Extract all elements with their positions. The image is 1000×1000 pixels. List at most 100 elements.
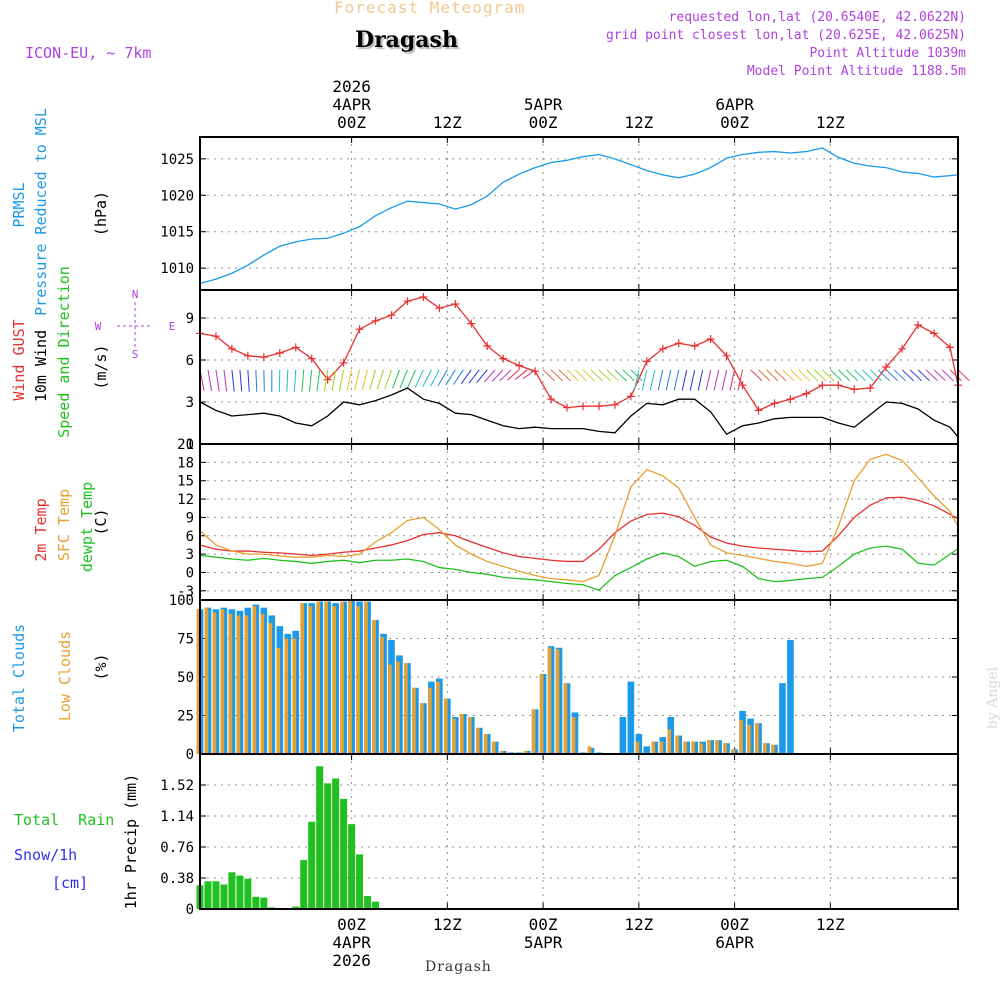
gust-marker xyxy=(770,399,779,408)
panel-temperature: -3 0 3 6 9 12 15 18 21 (C) xyxy=(92,437,959,601)
gust-marker xyxy=(419,293,428,301)
y-tick-label: 1.52 xyxy=(160,778,194,794)
wind-direction-arrow xyxy=(308,369,313,392)
panel-pressure: 1010 1015 1020 1025 (hPa) xyxy=(92,136,959,291)
gust-marker xyxy=(211,332,220,341)
low-cloud-bar xyxy=(723,743,727,754)
series-line-10m-wind xyxy=(199,387,959,438)
top-time-label: 4APR xyxy=(332,95,371,114)
precip-bar xyxy=(300,860,308,909)
wind-direction-arrow xyxy=(422,369,432,387)
gust-marker xyxy=(834,381,843,390)
gust-marker xyxy=(706,335,715,343)
gust-marker xyxy=(371,316,380,325)
wind-direction-arrow xyxy=(766,369,779,382)
total-rain-label: Total Rain xyxy=(14,811,114,829)
low-cloud-bar xyxy=(228,613,233,754)
top-time-label: 5APR xyxy=(524,95,563,114)
y-tick-label: 3 xyxy=(186,547,194,563)
wind-direction-arrow xyxy=(522,369,536,380)
wind-direction-arrow xyxy=(649,369,656,391)
location-title: Dragash xyxy=(355,27,458,53)
wind-direction-arrow xyxy=(514,369,528,380)
low-cloud-bar xyxy=(316,601,320,754)
snow-label: Snow/1h xyxy=(14,846,77,864)
low-cloud-bar xyxy=(412,687,416,754)
wind-direction-arrow xyxy=(286,369,289,392)
low-cloud-bar xyxy=(763,743,767,754)
top-time-label: 00Z xyxy=(720,113,749,132)
y-tick-label: 0 xyxy=(186,747,194,763)
top-time-label: 12Z xyxy=(624,113,653,132)
top-time-label: 6APR xyxy=(715,95,754,114)
gust-marker xyxy=(786,395,795,404)
top-time-label: 12Z xyxy=(816,113,845,132)
y-tick-label: 9 xyxy=(186,510,194,526)
wind-direction-arrow xyxy=(957,369,970,382)
requested-coordinates: requested lon,lat (20.6540E, 42.0622N) xyxy=(668,10,966,25)
gust-marker xyxy=(259,353,268,362)
gust-marker xyxy=(818,381,827,390)
temperature-label: 2m Temp xyxy=(32,498,50,561)
low-cloud-bar xyxy=(483,733,488,754)
gust-marker xyxy=(403,297,412,306)
low-cloud-bar xyxy=(587,746,592,754)
gust-marker xyxy=(658,344,667,353)
precip-bar xyxy=(372,901,380,909)
y-tick-label: 6 xyxy=(186,353,194,369)
precip-bar xyxy=(228,872,236,909)
compass-label: E xyxy=(169,320,176,333)
wind-direction-arrow xyxy=(558,369,571,382)
gust-marker xyxy=(674,339,683,348)
wind-direction-arrow xyxy=(430,369,440,387)
wind-direction-arrow xyxy=(323,369,329,392)
wind-direction-arrow xyxy=(399,369,408,389)
gust-marker xyxy=(882,363,891,371)
y-tick-label: 0 xyxy=(186,437,194,453)
gust-marker xyxy=(722,351,731,360)
low-cloud-bar xyxy=(771,744,775,754)
wind-direction-arrow xyxy=(657,369,664,391)
low-cloud-bar xyxy=(651,741,656,754)
precip-bar xyxy=(220,884,228,909)
low-cloud-bar xyxy=(196,609,201,754)
wind-direction-arrow xyxy=(207,369,213,392)
low-cloud-bar xyxy=(531,709,536,754)
low-cloud-bar xyxy=(348,600,352,754)
wind-direction-arrow xyxy=(247,369,250,392)
y-tick-label: 21 xyxy=(177,437,194,453)
gust-marker xyxy=(898,344,907,353)
wind-direction-arrow xyxy=(476,369,488,384)
precip-bar xyxy=(316,766,324,909)
gust-marker xyxy=(578,402,587,411)
axis-unit-label: (hPa) xyxy=(92,191,110,236)
wind-direction-arrow xyxy=(598,369,611,382)
low-cloud-bar xyxy=(220,609,225,754)
bottom-time-label: 4APR xyxy=(332,933,371,952)
wind-direction-arrow xyxy=(845,369,859,382)
axis-unit-label: (m/s) xyxy=(92,344,110,389)
precip-bar xyxy=(292,906,300,909)
wind-direction-arrow xyxy=(630,369,643,382)
wind-label: Wind GUST xyxy=(10,319,28,400)
gust-marker xyxy=(291,343,300,352)
wind-direction-arrow xyxy=(414,369,424,388)
wind-label: Speed and Direction xyxy=(55,266,73,438)
panel-clouds: 0 25 50 75 100 (%) xyxy=(92,593,959,763)
gust-marker xyxy=(594,402,603,411)
gust-marker xyxy=(690,342,699,350)
gust-marker xyxy=(483,342,492,350)
wind-direction-arrow xyxy=(606,369,619,382)
wind-direction-arrow xyxy=(582,369,595,382)
bottom-time-label: 00Z xyxy=(529,915,558,934)
y-tick-label: 0.38 xyxy=(160,871,194,887)
gust-marker xyxy=(850,385,859,394)
gust-marker xyxy=(323,375,332,384)
low-cloud-bar xyxy=(683,741,688,754)
y-tick-label: 25 xyxy=(177,709,194,725)
series-line-prmsl xyxy=(199,147,959,285)
snow-unit-label: [cm] xyxy=(52,874,88,892)
low-cloud-bar xyxy=(364,601,368,754)
wind-direction-arrow xyxy=(499,369,512,382)
low-cloud-bar xyxy=(467,717,472,754)
